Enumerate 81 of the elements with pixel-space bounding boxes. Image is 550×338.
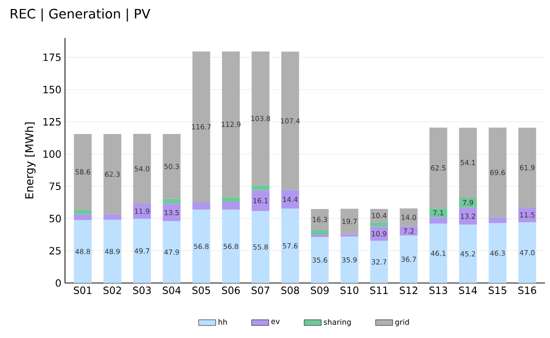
bar <box>429 224 448 283</box>
bar <box>459 224 477 283</box>
bar <box>340 208 358 234</box>
bar <box>400 208 418 226</box>
y-tick-label: 175 <box>43 54 61 62</box>
bar <box>104 214 122 220</box>
bar <box>370 240 388 283</box>
bar <box>74 214 92 220</box>
bar <box>222 202 240 210</box>
bar <box>459 128 477 198</box>
bar <box>429 208 448 218</box>
x-tick-label: S14 <box>459 286 477 294</box>
bar <box>488 223 506 283</box>
bar <box>162 198 181 204</box>
bar <box>518 222 536 283</box>
y-tick-label: 25 <box>49 246 61 255</box>
bar <box>310 234 329 238</box>
bar <box>133 218 151 283</box>
bar <box>281 52 300 190</box>
bar <box>222 197 240 202</box>
bar <box>133 134 151 204</box>
bar <box>104 134 122 214</box>
bar <box>518 128 536 208</box>
x-tick-label: S08 <box>281 286 300 294</box>
bar <box>162 221 181 283</box>
y-tick-label: 50 <box>50 214 61 222</box>
y-tick-label: 150 <box>43 86 61 94</box>
bar <box>370 226 388 241</box>
bar <box>310 208 329 230</box>
y-tick-label: 75 <box>50 182 61 190</box>
bar <box>133 204 151 219</box>
bar <box>222 210 240 283</box>
bar <box>74 210 92 214</box>
x-tick-label: S05 <box>192 286 210 294</box>
x-tick-label: S13 <box>429 286 448 294</box>
bar <box>310 237 329 283</box>
bar <box>400 236 418 283</box>
bar <box>104 220 122 283</box>
bar <box>459 198 477 208</box>
x-tick-label: S16 <box>518 286 536 294</box>
x-tick-label: S02 <box>104 286 121 294</box>
bar <box>74 134 92 210</box>
bar <box>192 210 210 283</box>
y-tick-label: 0 <box>56 279 61 287</box>
bar <box>488 217 506 224</box>
bar <box>222 52 240 198</box>
bar <box>429 128 448 208</box>
bar <box>252 52 270 186</box>
x-tick-label: S15 <box>488 286 506 294</box>
x-tick-label: S07 <box>252 286 270 294</box>
bar <box>162 204 181 222</box>
bar <box>192 52 210 202</box>
bar <box>340 236 358 283</box>
bar <box>162 134 181 199</box>
x-tick-label: S10 <box>340 286 358 294</box>
bar <box>459 208 477 225</box>
bar <box>370 222 388 227</box>
bar <box>252 190 270 212</box>
x-tick-label: S04 <box>162 286 181 294</box>
bar <box>252 185 270 190</box>
bar <box>370 208 388 222</box>
bar <box>429 217 448 224</box>
bar <box>281 208 300 283</box>
bar <box>252 211 270 283</box>
bar <box>192 202 210 210</box>
x-tick-label: S01 <box>74 286 92 294</box>
y-tick-label: 125 <box>43 118 61 126</box>
chart-title: REC | Generation | PV <box>10 8 150 22</box>
bar <box>518 208 536 222</box>
bar <box>74 220 92 283</box>
bar <box>340 234 358 237</box>
x-tick-label: S09 <box>310 286 329 294</box>
bar <box>488 128 506 218</box>
y-axis-title: Energy [MWh] <box>24 122 36 198</box>
y-tick-label: 100 <box>43 150 61 158</box>
bar <box>281 190 300 209</box>
x-tick-label: S12 <box>400 286 418 294</box>
x-tick-label: S11 <box>370 286 388 294</box>
x-tick-label: S03 <box>133 286 151 294</box>
bar <box>310 230 329 235</box>
x-tick-label: S06 <box>222 286 240 294</box>
